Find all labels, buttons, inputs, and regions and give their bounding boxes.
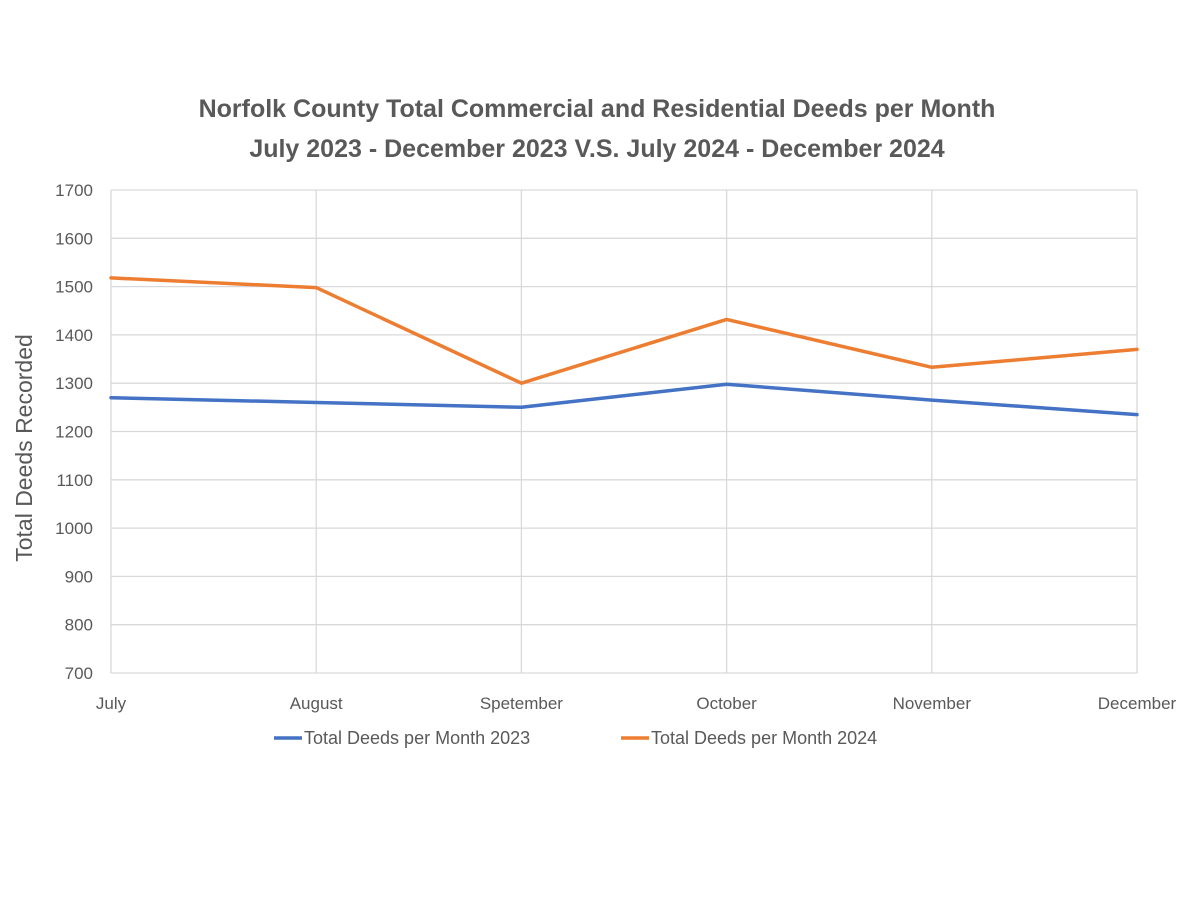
x-tick-label: Spetember — [480, 694, 563, 713]
y-axis-label: Total Deeds Recorded — [11, 334, 37, 562]
x-tick-label: October — [696, 694, 757, 713]
y-tick-label: 1000 — [55, 519, 93, 538]
y-tick-label: 800 — [65, 616, 93, 635]
x-tick-label: July — [96, 694, 127, 713]
y-axis-ticks: 700 800 900 1000 1100 1200 1300 1400 1500 1600 170… — [55, 181, 93, 683]
legend: Total Deeds per Month 2023 Total Deeds pe… — [274, 728, 877, 748]
x-axis-ticks: July August Spetember October November Decemb… — [96, 694, 1177, 713]
y-tick-label: 1700 — [55, 181, 93, 200]
chart-title-line-2: July 2023 - December 2023 V.S. July 2024… — [249, 135, 944, 163]
chart-title-line-1: Norfolk County Total Commercial and Resi… — [199, 95, 996, 123]
series-line-2 — [109, 276, 1139, 385]
series-lines — [109, 276, 1139, 417]
y-tick-label: 1200 — [55, 423, 93, 442]
y-tick-label: 700 — [65, 664, 93, 683]
gridlines — [110, 189, 1138, 674]
y-tick-label: 1100 — [56, 471, 93, 490]
y-tick-label: 1400 — [55, 326, 93, 345]
y-tick-label: 1600 — [55, 229, 93, 248]
legend-label: Total Deeds per Month 2024 — [651, 728, 877, 748]
y-tick-label: 900 — [65, 567, 93, 586]
x-tick-label: December — [1098, 694, 1177, 713]
x-tick-label: November — [893, 694, 972, 713]
legend-label: Total Deeds per Month 2023 — [304, 728, 530, 748]
y-tick-label: 1500 — [55, 278, 93, 297]
x-tick-label: August — [290, 694, 343, 713]
y-tick-label: 1300 — [55, 374, 93, 393]
series-line-1 — [109, 382, 1139, 417]
